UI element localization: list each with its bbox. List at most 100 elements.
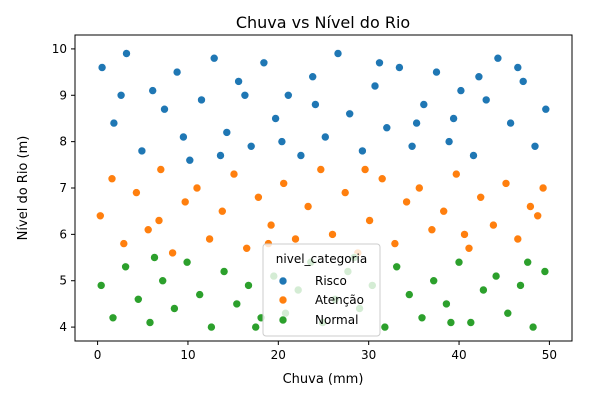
y-tick-label-3: 7 xyxy=(59,181,67,195)
legend-marker-atencao xyxy=(278,295,288,305)
scatter-point-risco-37 xyxy=(116,91,126,100)
scatter-point-normal-3 xyxy=(134,294,143,304)
scatter-point-risco-45 xyxy=(412,118,421,128)
legend-label-normal: Normal xyxy=(315,313,358,327)
scatter-point-risco-8 xyxy=(197,95,206,105)
y-tick-label-1: 5 xyxy=(59,274,67,288)
ticks-layer: 0 10 20 30 40 50 4 5 6 7 8 9 10 xyxy=(52,42,557,362)
scatter-point-risco-0 xyxy=(97,63,107,72)
scatter-point-risco-6 xyxy=(172,67,182,77)
scatter-point-normal-11 xyxy=(232,299,242,309)
scatter-point-risco-41 xyxy=(375,58,384,68)
scatter-point-ateno-41 xyxy=(533,211,543,221)
legend-box xyxy=(262,243,381,337)
legend: nivel_categoria Risco Atenção Normal xyxy=(262,243,381,337)
y-axis-label: Nível do Rio (m) xyxy=(16,136,31,241)
scatter-point-risco-25 xyxy=(407,142,417,151)
scatter-point-ateno-22 xyxy=(365,216,374,225)
scatter-point-ateno-4 xyxy=(143,225,153,234)
scatter-point-ateno-19 xyxy=(328,230,337,239)
scatter-point-ateno-17 xyxy=(303,202,313,211)
scatter-point-normal-5 xyxy=(158,276,167,286)
scatter-point-ateno-31 xyxy=(476,193,486,202)
scatter-point-risco-13 xyxy=(259,58,269,68)
scatter-point-risco-3 xyxy=(137,146,147,156)
scatter-point-normal-24 xyxy=(392,262,402,272)
scatter-point-normal-28 xyxy=(442,299,451,309)
scatter-point-ateno-30 xyxy=(464,244,474,253)
scatter-point-ateno-14 xyxy=(266,220,276,230)
scatter-point-risco-11 xyxy=(234,77,243,86)
scatter-point-ateno-2 xyxy=(119,239,129,248)
x-tick-label-0: 0 xyxy=(94,348,102,362)
scatter-point-risco-17 xyxy=(308,72,318,81)
legend-marker-normal xyxy=(278,315,288,325)
scatter-point-ateno-33 xyxy=(501,179,511,188)
scatter-point-risco-18 xyxy=(320,132,330,142)
scatter-point-risco-21 xyxy=(358,146,367,156)
scatter-point-normal-9 xyxy=(207,322,216,332)
scatter-point-risco-39 xyxy=(240,91,250,100)
scatter-point-normal-41 xyxy=(523,257,533,267)
scatter-point-risco-47 xyxy=(474,72,484,81)
scatter-point-normal-6 xyxy=(170,304,179,313)
x-tick-label-5: 50 xyxy=(542,348,557,362)
scatter-point-risco-2 xyxy=(122,49,131,58)
scatter-point-normal-26 xyxy=(417,313,427,323)
scatter-point-ateno-24 xyxy=(390,239,400,248)
scatter-point-risco-30 xyxy=(469,151,478,160)
scatter-point-normal-36 xyxy=(540,267,550,276)
scatter-point-risco-16 xyxy=(296,151,306,160)
scatter-point-ateno-29 xyxy=(451,169,461,179)
scatter-point-risco-9 xyxy=(209,53,219,63)
scatter-point-normal-29 xyxy=(454,257,464,267)
y-tick-label-0: 4 xyxy=(59,320,67,334)
chart-title: Chuva vs Nível do Rio xyxy=(236,13,410,32)
scatter-point-risco-38 xyxy=(179,132,188,142)
scatter-point-ateno-28 xyxy=(439,206,449,216)
scatter-point-ateno-25 xyxy=(402,197,411,207)
x-tick-label-4: 40 xyxy=(451,348,466,362)
scatter-point-risco-4 xyxy=(148,86,157,95)
scatter-point-risco-43 xyxy=(513,63,523,72)
scatter-point-risco-26 xyxy=(419,100,429,109)
scatter-point-normal-34 xyxy=(516,281,525,290)
scatter-point-risco-10 xyxy=(222,128,232,137)
scatter-point-ateno-12 xyxy=(242,244,251,253)
scatter-point-ateno-16 xyxy=(291,234,300,244)
scatter-point-normal-37 xyxy=(150,253,159,262)
scatter-point-ateno-26 xyxy=(414,183,424,193)
scatter-point-ateno-37 xyxy=(154,216,164,225)
scatter-point-ateno-5 xyxy=(156,165,166,174)
legend-title: nivel_categoria xyxy=(276,252,367,266)
scatter-point-ateno-8 xyxy=(192,183,202,193)
scatter-point-ateno-3 xyxy=(132,188,141,197)
scatter-point-risco-33 xyxy=(506,118,515,128)
scatter-point-risco-32 xyxy=(493,53,503,63)
scatter-point-normal-30 xyxy=(466,318,476,327)
scatter-point-ateno-23 xyxy=(377,174,387,183)
legend-label-atencao: Atenção xyxy=(315,293,364,307)
scatter-point-normal-33 xyxy=(503,308,513,318)
scatter-point-risco-34 xyxy=(518,77,528,86)
scatter-point-normal-27 xyxy=(429,276,439,286)
scatter-point-normal-23 xyxy=(380,322,390,332)
scatter-point-ateno-10 xyxy=(218,206,227,216)
x-axis-label: Chuva (mm) xyxy=(283,372,364,387)
scatter-point-normal-1 xyxy=(108,313,118,323)
scatter-point-normal-2 xyxy=(121,262,130,272)
scatter-point-ateno-36 xyxy=(538,183,548,193)
scatter-point-normal-25 xyxy=(404,290,414,299)
scatter-point-normal-8 xyxy=(195,290,204,299)
scatter-point-normal-10 xyxy=(219,267,229,276)
scatter-point-ateno-0 xyxy=(96,211,105,221)
x-tick-label-3: 30 xyxy=(361,348,376,362)
scatter-point-ateno-13 xyxy=(254,193,263,202)
scatter-point-ateno-40 xyxy=(460,230,469,239)
scatter-point-risco-20 xyxy=(345,109,355,119)
scatter-point-risco-44 xyxy=(216,151,225,160)
scatter-point-risco-19 xyxy=(333,49,343,58)
scatter-point-normal-4 xyxy=(145,318,155,327)
legend-label-risco: Risco xyxy=(315,274,347,288)
